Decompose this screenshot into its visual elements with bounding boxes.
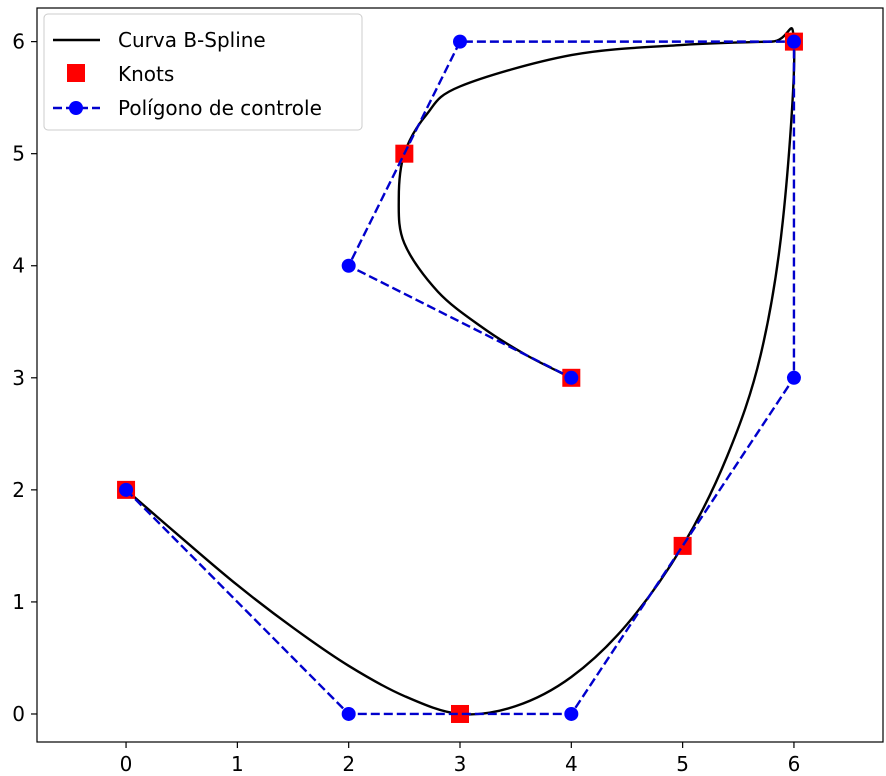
y-tick-label: 4 — [12, 254, 25, 278]
legend: Curva B-Spline Knots Polígono de control… — [43, 13, 363, 131]
control-point-marker — [453, 34, 467, 49]
control-point-marker — [341, 258, 356, 273]
y-tick-label: 0 — [12, 702, 25, 726]
b-spline-curve — [125, 27, 796, 716]
control-point-marker — [119, 482, 134, 497]
legend-label-knots: Knots — [118, 62, 174, 86]
control-point-marker — [564, 370, 579, 385]
x-tick-label: 4 — [565, 752, 578, 776]
legend-box — [43, 13, 363, 131]
legend-square-swatch — [67, 64, 85, 82]
knot-marker — [451, 704, 469, 723]
x-tick-label: 3 — [454, 752, 467, 776]
x-tick-label: 5 — [676, 752, 689, 776]
x-tick-label: 6 — [788, 752, 801, 776]
x-tick-label: 2 — [342, 752, 355, 776]
control-point-marker — [341, 706, 356, 721]
legend-label-polygon: Polígono de controle — [118, 96, 322, 120]
knot-marker — [673, 536, 692, 555]
y-tick-label: 3 — [12, 366, 25, 390]
control-point-marker — [564, 706, 579, 721]
plot-area — [117, 27, 803, 723]
y-tick-label: 6 — [12, 30, 25, 54]
legend-label-curve: Curva B-Spline — [118, 28, 266, 52]
y-tick-label: 1 — [12, 590, 25, 614]
control-point-marker — [786, 370, 801, 385]
axis-ticks: 0 1 2 3 4 5 6 0 1 2 3 4 5 6 — [12, 30, 800, 776]
control-point-marker — [786, 34, 801, 49]
x-tick-label: 0 — [120, 752, 133, 776]
x-tick-label: 1 — [231, 752, 244, 776]
y-tick-label: 2 — [12, 478, 25, 502]
legend-circle-swatch — [69, 101, 83, 115]
control-polygon-line — [125, 40, 796, 716]
y-tick-label: 5 — [12, 142, 25, 166]
